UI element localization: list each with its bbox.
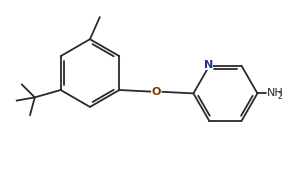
Text: N: N xyxy=(204,60,213,70)
Text: NH: NH xyxy=(267,88,284,98)
Text: O: O xyxy=(152,87,161,97)
Text: 2: 2 xyxy=(278,92,283,101)
